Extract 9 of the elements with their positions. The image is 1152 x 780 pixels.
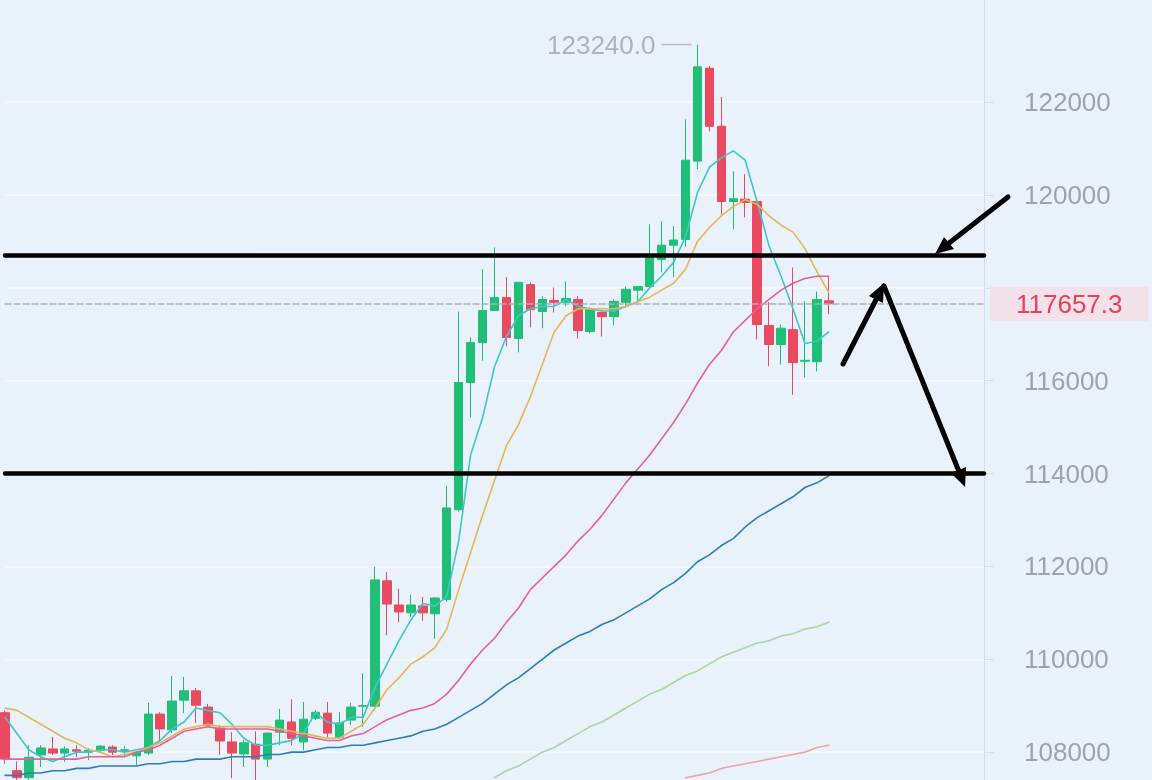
y-tick-label: 108000: [1024, 737, 1111, 768]
y-tick-label: 112000: [1024, 551, 1109, 582]
ref-line-label: 117657.3: [1016, 288, 1123, 319]
y-tick-label: 110000: [1024, 644, 1109, 675]
annotation: 123240.0: [547, 29, 656, 60]
y-tick-label: 114000: [1024, 458, 1109, 489]
y-tick-label: 120000: [1024, 180, 1111, 210]
y-tick-label: 116000: [1024, 365, 1109, 396]
y-tick-label: 122000: [1024, 87, 1111, 118]
